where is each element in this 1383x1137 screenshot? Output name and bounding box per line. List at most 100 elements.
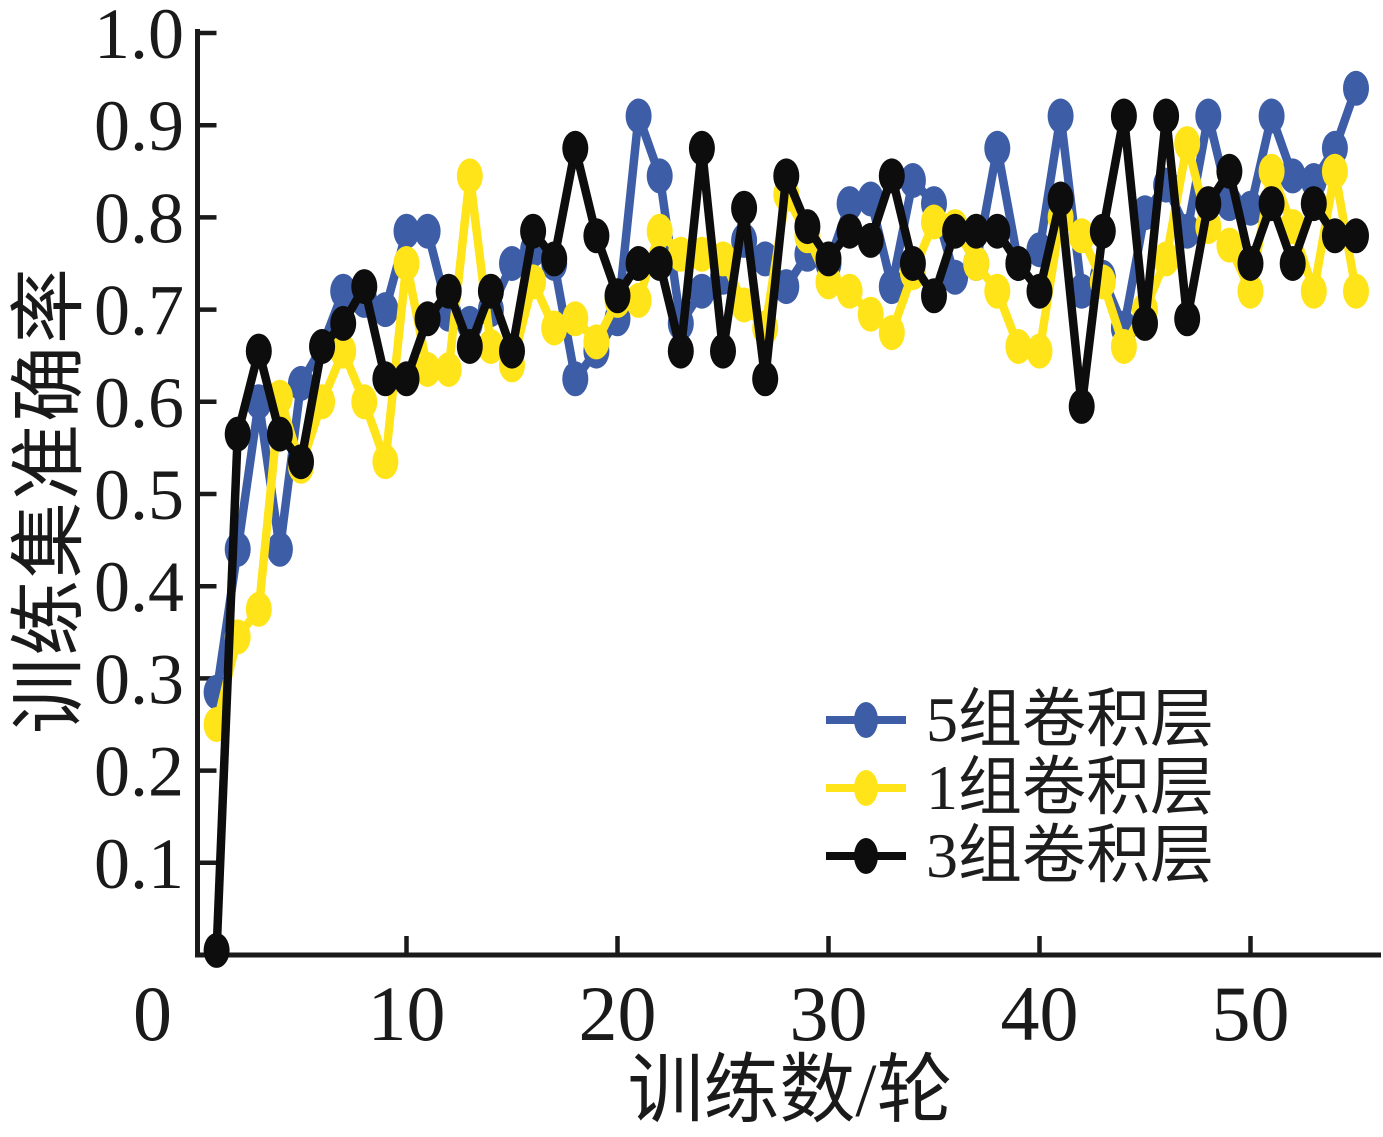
- data-point: [245, 333, 272, 369]
- data-point: [1258, 186, 1285, 222]
- data-point: [878, 315, 905, 351]
- data-point: [393, 361, 420, 397]
- data-point: [541, 310, 568, 346]
- series-2: [203, 98, 1369, 968]
- data-point: [921, 204, 947, 240]
- legend-label-1conv: 1组卷积层: [926, 752, 1214, 823]
- data-point: [583, 218, 610, 254]
- data-point: [435, 273, 462, 309]
- data-point: [773, 158, 800, 194]
- data-point: [1026, 273, 1053, 309]
- data-point: [477, 329, 504, 364]
- data-point: [1005, 329, 1032, 364]
- data-point: [899, 246, 926, 281]
- data-point: [984, 273, 1011, 309]
- y-tick-label: 0.8: [94, 178, 184, 258]
- data-point: [1343, 218, 1369, 254]
- data-point: [1132, 305, 1158, 341]
- data-point: [646, 246, 673, 281]
- data-point: [203, 932, 230, 968]
- data-point: [1047, 181, 1074, 217]
- data-point: [1321, 218, 1348, 254]
- data-point: [520, 213, 547, 249]
- data-point: [857, 222, 884, 258]
- x-tick-label: 40: [1001, 970, 1079, 1057]
- data-point: [1279, 158, 1306, 194]
- data-point: [288, 365, 314, 401]
- data-point: [1068, 388, 1095, 424]
- data-point: [372, 444, 399, 480]
- data-point: [625, 98, 652, 134]
- x-tick-label: 0: [133, 970, 172, 1057]
- x-axis-title: 训练数/轮: [627, 1049, 953, 1133]
- data-point: [1321, 153, 1348, 189]
- data-point: [625, 282, 652, 318]
- data-point: [330, 273, 357, 309]
- data-point: [351, 384, 378, 420]
- data-point: [646, 213, 673, 249]
- data-point: [963, 213, 990, 249]
- data-point: [414, 352, 441, 387]
- data-point: [1153, 241, 1180, 277]
- y-tick-label: 0.3: [94, 639, 184, 719]
- data-point: [477, 273, 504, 309]
- data-point: [878, 158, 905, 194]
- data-point: [266, 416, 293, 452]
- data-point: [372, 292, 399, 328]
- data-point: [1300, 273, 1327, 309]
- data-point: [942, 213, 969, 249]
- data-point: [1343, 70, 1369, 106]
- data-point: [942, 259, 969, 295]
- y-tick-label: 0.9: [94, 86, 184, 166]
- legend-marker-blue-line-icon: [826, 702, 906, 738]
- data-point: [604, 278, 631, 314]
- data-point: [836, 186, 863, 222]
- data-point: [393, 213, 420, 249]
- legend-item-3conv: 3组卷积层: [824, 822, 1214, 890]
- y-tick-label: 0.4: [94, 547, 184, 627]
- legend-label-5conv: 5组卷积层: [926, 684, 1214, 755]
- data-point: [1343, 273, 1369, 309]
- data-point: [351, 269, 378, 305]
- data-point: [731, 287, 758, 323]
- data-point: [245, 591, 272, 627]
- data-point: [456, 329, 483, 364]
- data-point: [224, 416, 251, 452]
- data-point: [815, 241, 842, 277]
- data-point: [899, 163, 926, 198]
- data-point: [330, 305, 357, 341]
- data-point: [1237, 273, 1264, 309]
- data-point: [1047, 98, 1074, 134]
- x-tick-label: 10: [368, 970, 446, 1057]
- data-point: [1174, 126, 1201, 162]
- data-point: [667, 333, 694, 369]
- data-point: [414, 213, 441, 249]
- data-point: [562, 301, 589, 337]
- data-point: [1089, 213, 1116, 249]
- data-point: [414, 301, 441, 337]
- data-point: [266, 531, 293, 567]
- data-point: [1195, 186, 1222, 222]
- data-point: [794, 209, 821, 245]
- y-axis-title: 训练集准确率: [8, 266, 92, 734]
- data-point: [1279, 246, 1306, 281]
- data-point: [857, 296, 884, 332]
- data-point: [562, 130, 589, 166]
- data-point: [1300, 186, 1327, 222]
- y-tick-label: 0.6: [94, 363, 184, 443]
- data-point: [921, 278, 947, 314]
- data-point: [541, 241, 568, 277]
- data-point: [499, 246, 525, 281]
- data-point: [583, 324, 610, 360]
- data-point: [309, 329, 336, 364]
- data-point: [499, 333, 525, 369]
- legend: 5组卷积层 1组卷积层 3组卷积层: [824, 686, 1214, 890]
- data-point: [1026, 333, 1053, 369]
- data-point: [752, 361, 779, 397]
- y-tick-label: 0.7: [94, 271, 184, 351]
- data-point: [1216, 153, 1243, 189]
- data-point: [836, 273, 863, 309]
- data-point: [1195, 98, 1222, 134]
- data-point: [1237, 246, 1264, 281]
